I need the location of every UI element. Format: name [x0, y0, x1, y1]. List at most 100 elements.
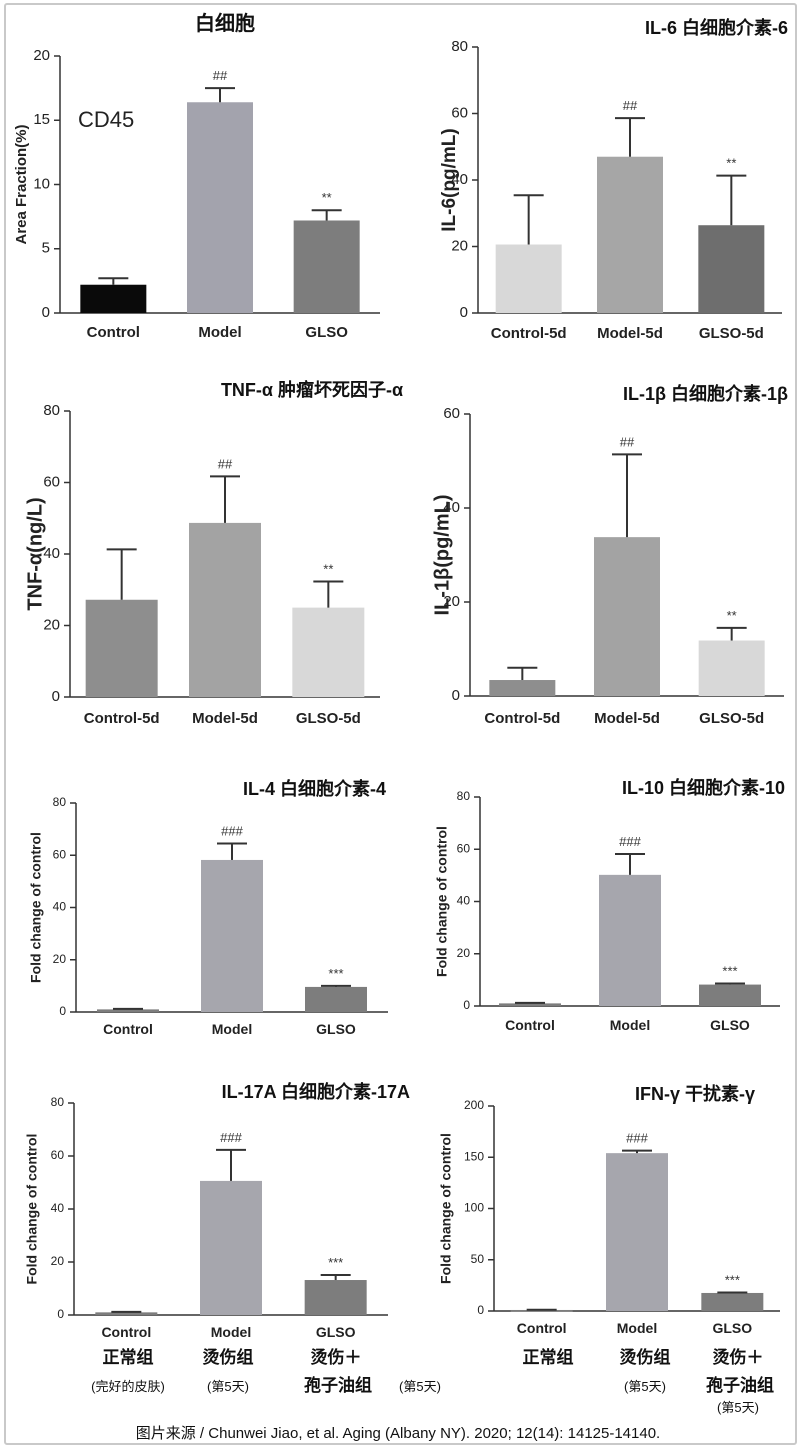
y-tick-label: 100 — [464, 1201, 484, 1215]
chart-title: IL-1β 白细胞介素-1β — [623, 383, 788, 404]
significance-mark: *** — [328, 1255, 343, 1270]
significance-mark: ### — [220, 1130, 242, 1145]
caption-burn-group-right: 烫伤组 — [620, 1347, 671, 1367]
significance-mark: ** — [727, 608, 737, 623]
y-tick-label: 15 — [33, 111, 50, 128]
y-tick-label: 0 — [460, 304, 468, 321]
y-tick-label: 20 — [33, 47, 50, 64]
caption-treat-line1-right: 烫伤＋ — [713, 1347, 764, 1367]
x-tick-label: GLSO-5d — [296, 710, 361, 727]
bar-control — [97, 1009, 159, 1012]
significance-mark: ## — [623, 98, 638, 113]
y-tick-label: 5 — [42, 240, 50, 257]
x-tick-label: GLSO — [316, 1021, 356, 1037]
chart-5: IL-4 白细胞介素-4 Fold change of control 0 20 40 6… — [28, 778, 388, 1037]
x-tick-label: GLSO — [305, 324, 348, 341]
x-tick-label: Control — [87, 324, 140, 341]
y-axis-label: IL-1β(pg/mL) — [431, 494, 453, 615]
y-axis-label: Fold change of control — [24, 1134, 40, 1285]
caption-burn-note-right: (第5天) — [624, 1379, 666, 1394]
y-tick-label: 20 — [51, 1254, 65, 1268]
chart-title: IL-6 白细胞介素-6 — [645, 17, 788, 38]
bar-control-5d — [85, 599, 158, 697]
y-tick-label: 20 — [53, 952, 67, 966]
significance-mark: ** — [322, 190, 332, 205]
x-tick-label: Model — [211, 1324, 251, 1340]
bar-model-5d — [594, 537, 660, 696]
caption-normal-group-right: 正常组 — [523, 1347, 574, 1367]
caption-treat-note: (第5天) — [399, 1379, 441, 1394]
caption-treat-note-right: (第5天) — [717, 1400, 759, 1415]
y-tick-label: 0 — [452, 687, 460, 704]
x-tick-label: Control-5d — [491, 325, 567, 342]
y-axis-label: TNF-α(ng/L) — [24, 497, 46, 610]
significance-mark: ### — [619, 834, 641, 849]
bar-control-5d — [489, 680, 556, 696]
y-tick-label: 60 — [451, 104, 468, 121]
y-tick-label: 40 — [451, 171, 468, 188]
chart-3: TNF-α 肿瘤坏死因子-α TNF-α(ng/L) 0 20 40 60 80 Contro… — [24, 379, 403, 727]
y-axis-label: Fold change of control — [28, 832, 44, 983]
x-tick-label: GLSO-5d — [699, 710, 764, 727]
x-tick-label: Model-5d — [192, 710, 258, 727]
chart-title: IL-4 白细胞介素-4 — [243, 778, 386, 799]
bar-model — [200, 1180, 262, 1315]
x-tick-label: Control — [103, 1021, 153, 1037]
y-tick-label: 20 — [457, 946, 471, 960]
x-tick-label: Control — [505, 1017, 555, 1033]
significance-mark: ### — [221, 823, 243, 838]
y-tick-label: 40 — [443, 499, 460, 516]
y-tick-label: 40 — [43, 545, 60, 562]
bar-control — [80, 284, 147, 313]
bar-model-5d — [189, 522, 261, 697]
significance-mark: ## — [213, 68, 228, 83]
y-tick-label: 60 — [457, 841, 471, 855]
chart-annotation: CD45 — [78, 107, 134, 132]
chart-1: 白细胞 CD45 Area Fraction(%) 0 5 10 15 20 Control ##… — [13, 11, 380, 341]
caption-burn-group: 烫伤组 — [203, 1347, 254, 1367]
bar-model — [599, 874, 661, 1006]
y-tick-label: 60 — [53, 847, 67, 861]
x-tick-label: Model — [610, 1017, 650, 1033]
y-tick-label: 200 — [464, 1098, 484, 1112]
caption-treat-line1: 烫伤＋ — [311, 1347, 362, 1367]
y-tick-label: 20 — [43, 616, 60, 633]
x-tick-label: Model-5d — [597, 325, 663, 342]
significance-mark: ## — [218, 456, 233, 471]
y-tick-label: 0 — [52, 688, 60, 705]
y-tick-label: 80 — [451, 38, 468, 55]
left-captions: 正常组 (完好的皮肤) 烫伤组 (第5天) 烫伤＋ 孢子油组 (第5天) — [91, 1347, 441, 1395]
image-credit: 图片来源 / Chunwei Jiao, et al. Aging (Alban… — [136, 1425, 660, 1442]
y-tick-label: 80 — [457, 789, 471, 803]
bar-glso — [305, 986, 367, 1012]
bar-glso-5d — [698, 225, 765, 313]
chart-7: IL-17A 白细胞介素-17A Fold change of control 0 2… — [24, 1081, 410, 1340]
caption-burn-note: (第5天) — [207, 1379, 249, 1394]
x-tick-label: Model — [212, 1021, 252, 1037]
y-tick-label: 60 — [43, 473, 60, 490]
chart-2: IL-6 白细胞介素-6 IL-6(pg/mL) 0 20 40 60 80 Control-… — [439, 17, 788, 342]
y-tick-label: 0 — [59, 1004, 66, 1018]
x-tick-label: Model — [617, 1320, 657, 1336]
x-tick-label: GLSO-5d — [699, 325, 764, 342]
bar-glso-5d — [698, 640, 765, 696]
x-tick-label: GLSO — [710, 1017, 750, 1033]
chart-title: 白细胞 — [195, 11, 255, 35]
significance-mark: *** — [722, 964, 737, 979]
y-tick-label: 20 — [451, 237, 468, 254]
right-captions: 正常组 烫伤组 (第5天) 烫伤＋ 孢子油组 (第5天) — [523, 1347, 775, 1415]
x-tick-label: Model-5d — [594, 710, 660, 727]
chart-title: IL-10 白细胞介素-10 — [622, 777, 785, 798]
caption-treat-line2-right: 孢子油组 — [706, 1375, 774, 1395]
y-tick-label: 0 — [42, 304, 50, 321]
significance-mark: ** — [726, 156, 736, 171]
bar-model — [201, 859, 263, 1012]
x-tick-label: Control — [101, 1324, 151, 1340]
bar-control — [499, 1003, 561, 1006]
bar-model-5d — [597, 156, 663, 313]
bar-control-5d — [495, 244, 562, 313]
y-tick-label: 80 — [51, 1095, 65, 1109]
bar-glso — [304, 1280, 367, 1315]
y-tick-label: 60 — [51, 1148, 65, 1162]
